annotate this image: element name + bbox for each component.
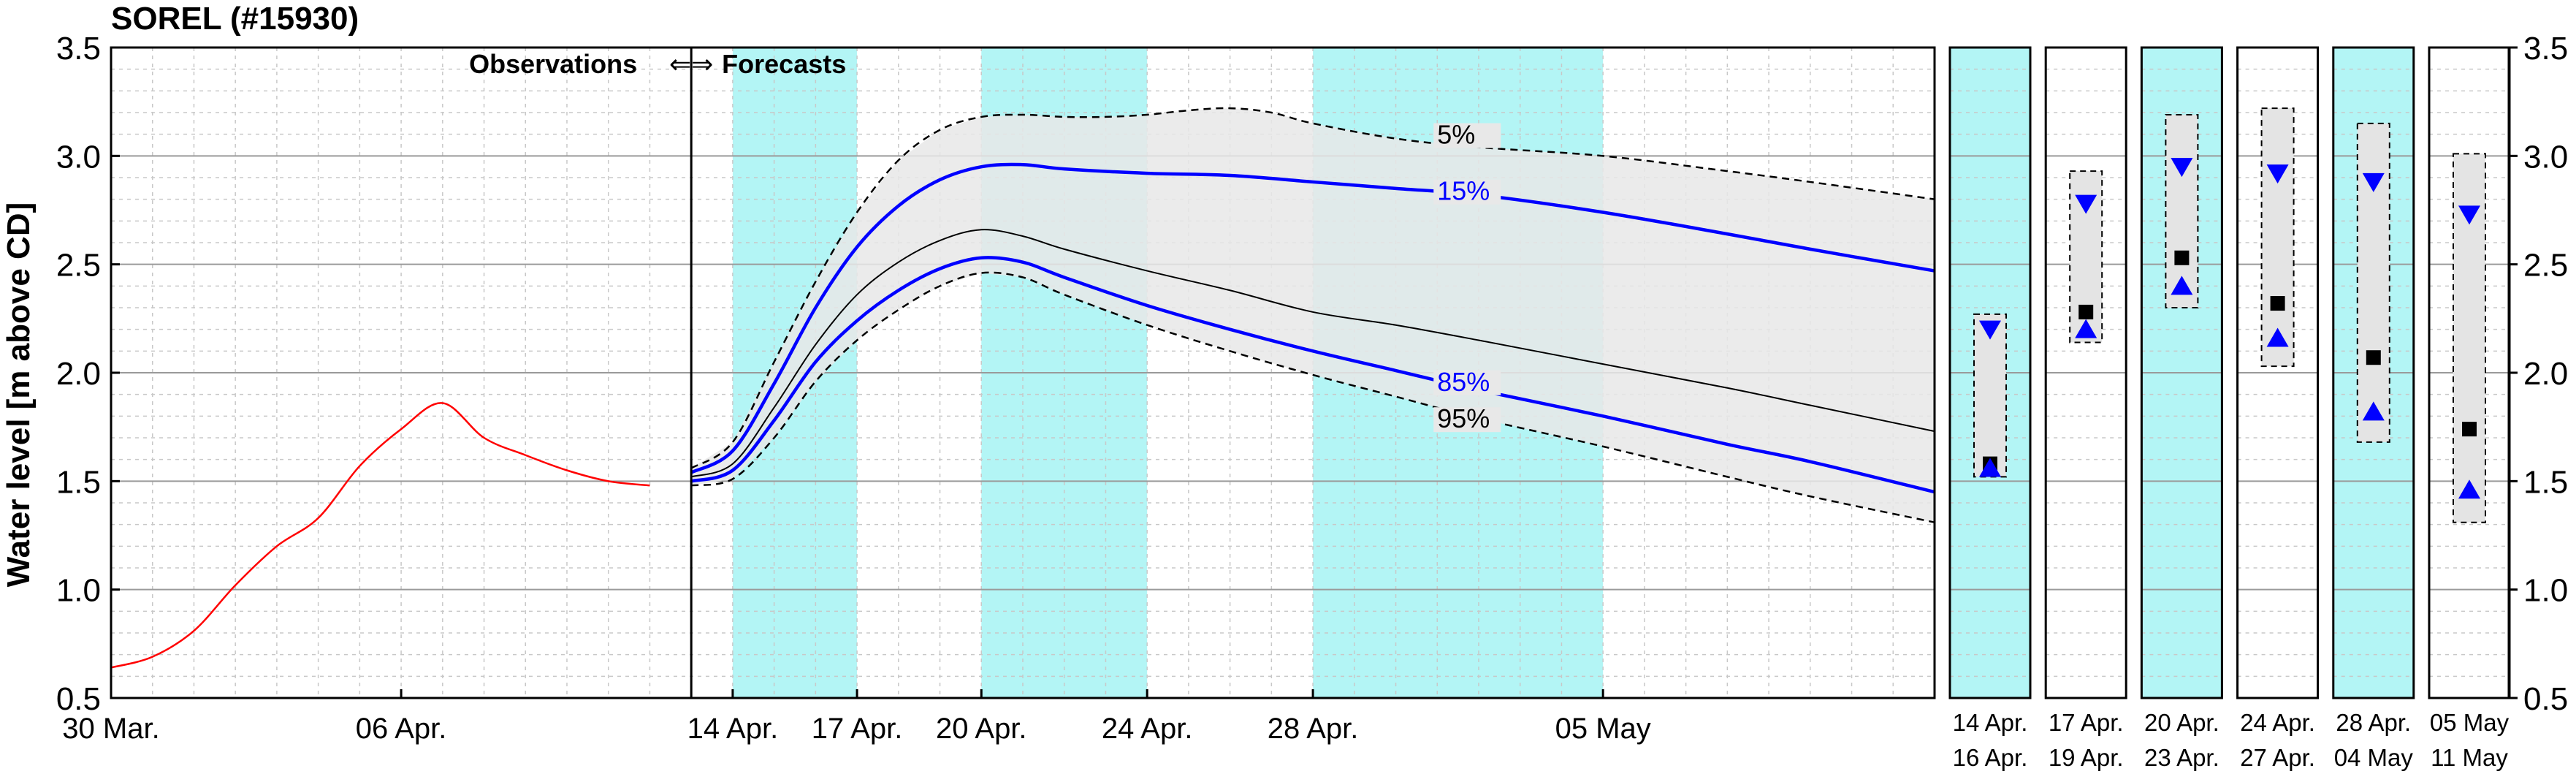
right-y-tick-label: 1.0 (2523, 573, 2568, 609)
panel-frame (2044, 46, 2127, 699)
y-tick-label: 3.0 (56, 139, 101, 175)
series-line-median (690, 229, 1935, 478)
y-tick-label: 1.5 (56, 464, 101, 500)
x-tick-label: 24 Apr. (1102, 713, 1193, 745)
summary-panel-4: 24 Apr. 27 Apr. (2236, 46, 2320, 771)
right-y-tick-label: 0.5 (2523, 681, 2568, 717)
panel-label-bottom: 19 Apr. (2049, 744, 2124, 771)
x-tick-label: 28 Apr. (1268, 713, 1359, 745)
summary-panel-3: 20 Apr. 23 Apr. (2140, 46, 2223, 771)
p15-marker (2171, 158, 2193, 178)
series-line-observed (110, 402, 650, 669)
panel-label-bottom: 27 Apr. (2240, 744, 2315, 771)
y-tick-label: 3.5 (56, 31, 101, 67)
panel-frame (2236, 46, 2320, 699)
p15-marker (2266, 164, 2289, 184)
median-marker (2270, 296, 2285, 311)
p15-marker (2362, 172, 2385, 192)
summary-panel-2: 17 Apr. 19 Apr. (2044, 46, 2127, 771)
x-tick-label: 06 Apr. (356, 713, 447, 745)
panel-frame (2140, 46, 2223, 699)
range-box (2165, 113, 2199, 308)
p15-marker (2458, 205, 2480, 225)
p15-marker (2075, 194, 2097, 214)
y-tick-label: 2.5 (56, 248, 101, 284)
line-label-bg (1433, 123, 1501, 148)
median-marker (2174, 250, 2190, 265)
x-tick-label: 17 Apr. (812, 713, 903, 745)
observations-label: Observations (469, 49, 637, 79)
right-y-tick-label: 1.5 (2523, 464, 2568, 500)
line-label: 85% (1437, 367, 1490, 397)
envelope-5-95 (691, 108, 1935, 523)
summary-panel-1: 14 Apr. 16 Apr. (1948, 46, 2032, 771)
panel-label-top: 28 Apr. (2336, 709, 2411, 736)
series-line-15pct (690, 162, 1935, 474)
series-line-85pct (690, 256, 1935, 494)
p85-marker (2458, 479, 2480, 499)
x-tick-label: 05 May (1555, 713, 1651, 745)
panel-frame (2332, 46, 2415, 699)
series-line-5pct (690, 107, 1935, 469)
p85-marker (2075, 319, 2097, 338)
range-box (1973, 313, 2007, 478)
x-tick-label: 30 Mar. (62, 713, 159, 745)
forecasts-label: Forecasts (722, 49, 846, 79)
p85-marker (2362, 401, 2385, 421)
panel-frame (1948, 46, 2032, 699)
line-label: 5% (1437, 120, 1475, 150)
panel-label-bottom: 11 May (2431, 744, 2508, 771)
median-marker (2078, 304, 2094, 319)
p15-marker (1979, 320, 2001, 340)
x-tick-label: 14 Apr. (687, 713, 779, 745)
right-y-tick-label: 3.0 (2523, 139, 2568, 175)
line-label-bg (1433, 179, 1501, 205)
panel-label-bottom: 04 May (2334, 744, 2414, 771)
panel-label-bottom: 23 Apr. (2144, 744, 2219, 771)
panel-label-top: 05 May (2430, 709, 2510, 736)
p85-marker (2171, 276, 2193, 295)
series-line-95pct (690, 271, 1935, 523)
right-y-tick-label: 3.5 (2523, 31, 2568, 67)
right-y-axis: 0.5 1.0 1.5 2.0 2.5 3.0 3.5 (2507, 31, 2568, 717)
panel-label-top: 24 Apr. (2240, 709, 2315, 736)
range-box (2356, 122, 2390, 443)
y-tick-label: 0.5 (56, 681, 101, 717)
panel-label-top: 14 Apr. (1953, 709, 2028, 736)
right-y-tick-label: 2.5 (2523, 248, 2568, 284)
panel-label-top: 17 Apr. (2049, 709, 2124, 736)
y-tick-label: 1.0 (56, 573, 101, 609)
median-marker (2366, 350, 2381, 365)
x-tick-label: 20 Apr. (936, 713, 1027, 745)
line-label: 15% (1437, 176, 1490, 206)
arrows-glyph: ⇐⇒ (669, 49, 713, 79)
range-box (2260, 107, 2295, 368)
summary-panels: 14 Apr. 16 Apr. 17 Apr. 19 Apr. 20 Apr. 23 Ap… (1948, 46, 2511, 771)
summary-panel-5: 28 Apr. 04 May (2332, 46, 2415, 771)
line-label: 95% (1437, 403, 1490, 433)
line-label-bg (1433, 407, 1501, 433)
y-tick-label: 2.0 (56, 356, 101, 392)
right-y-tick-label: 2.0 (2523, 356, 2568, 392)
p85-marker (1979, 458, 2001, 477)
line-label-bg (1433, 370, 1501, 395)
chart-title: SOREL (#15930) (111, 1, 359, 37)
panel-label-bottom: 16 Apr. (1953, 744, 2028, 771)
p85-marker (2266, 327, 2289, 347)
main-plot: 5% 15% 85% 95% Observations ⇐⇒ Forecasts 0.5 1.0… (56, 31, 1936, 745)
panel-label-top: 20 Apr. (2144, 709, 2219, 736)
median-marker (2462, 422, 2477, 437)
y-axis-label: Water level [m above CD] (1, 202, 37, 588)
summary-panel-6: 05 May 11 May (2428, 46, 2511, 771)
